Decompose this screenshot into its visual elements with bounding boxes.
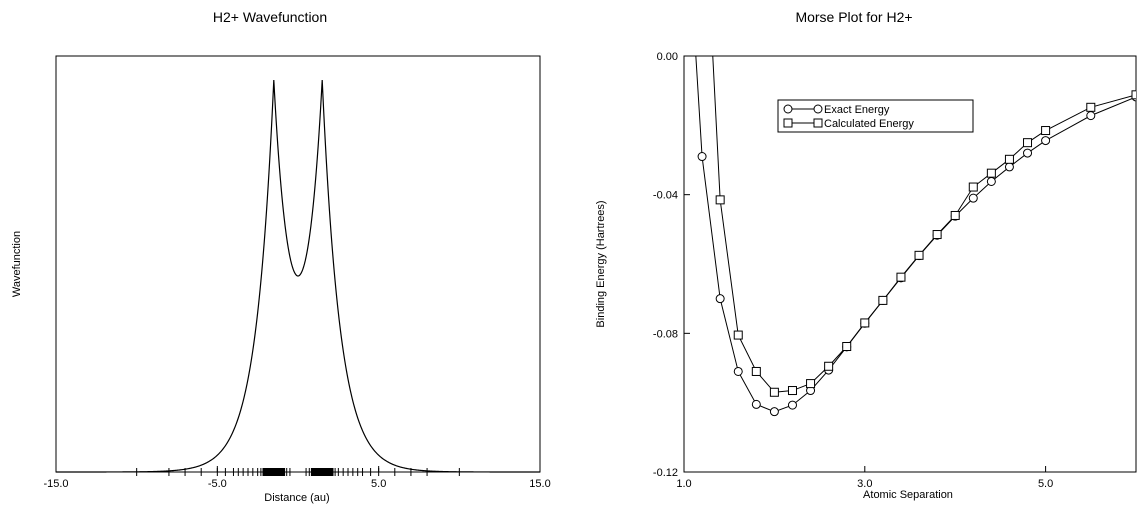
- morse-point-calculated: [860, 318, 870, 328]
- wavefunction-curve: [56, 79, 540, 473]
- wavefunction-nucleus-grid-block: [262, 468, 286, 476]
- morse-point-calculated: [806, 379, 816, 389]
- wavefunction-nucleus-grid-block: [310, 468, 334, 476]
- wavefunction-chart: H2+ Wavefunction -15.0 -5.0 5.0 15.0 Distan…: [11, 9, 551, 504]
- morse-point-calculated: [932, 230, 942, 240]
- morse-point-calculated: [1023, 138, 1033, 148]
- morse-y-tick-label: -0.12: [653, 467, 678, 479]
- morse-point-exact: [715, 294, 725, 304]
- morse-point-calculated: [787, 386, 797, 396]
- morse-plot-frame: [683, 55, 1137, 473]
- morse-legend-marker: [783, 118, 793, 128]
- morse-point-exact: [787, 400, 797, 410]
- morse-y-tick-label: -0.04: [653, 190, 678, 202]
- morse-legend-marker: [813, 118, 823, 128]
- morse-point-calculated: [1131, 90, 1136, 100]
- morse-y-tick-label: 0.00: [657, 51, 678, 63]
- morse-point-calculated: [914, 250, 924, 260]
- morse-x-tick-label: 1.0: [676, 478, 691, 490]
- morse-point-calculated: [878, 295, 888, 305]
- morse-point-calculated: [769, 387, 779, 397]
- wavefunction-x-tick-label: 15.0: [529, 478, 550, 490]
- wavefunction-x-tick-label: -5.0: [208, 478, 227, 490]
- morse-point-calculated: [715, 195, 725, 205]
- morse-point-exact: [769, 407, 779, 417]
- morse-y-tick-label: -0.08: [653, 328, 678, 340]
- wavefunction-x-tick-label: 5.0: [371, 478, 386, 490]
- morse-point-calculated: [896, 272, 906, 282]
- morse-point-exact: [986, 176, 996, 186]
- morse-point-exact: [751, 399, 761, 409]
- wavefunction-x-label: Distance (au): [264, 492, 329, 504]
- wavefunction-y-label: Wavefunction: [11, 231, 23, 297]
- morse-point-calculated: [1086, 102, 1096, 112]
- morse-title: Morse Plot for H2+: [795, 9, 912, 25]
- morse-point-exact: [1041, 136, 1051, 146]
- morse-point-calculated: [842, 342, 852, 352]
- morse-point-calculated: [733, 330, 743, 340]
- morse-point-calculated: [824, 361, 834, 371]
- morse-chart: Morse Plot for H2+ 1.0 3.0 5.0 -0.12 -0.08 -0…: [595, 9, 1137, 501]
- morse-series-line-0: [695, 56, 1136, 413]
- morse-legend: Exact Energy Calculated Energy: [777, 99, 974, 133]
- morse-y-label: Binding Energy (Hartrees): [595, 200, 607, 327]
- morse-legend-marker: [783, 104, 793, 114]
- morse-legend-label: Exact Energy: [824, 104, 890, 116]
- morse-ticks: 1.0 3.0 5.0 -0.12 -0.08 -0.04 0.00: [653, 51, 1053, 490]
- morse-legend-label: Calculated Energy: [824, 118, 914, 130]
- morse-point-exact: [733, 366, 743, 376]
- morse-point-exact: [1004, 162, 1014, 172]
- wavefunction-plot-frame: [55, 55, 541, 473]
- morse-x-label: Atomic Separation: [863, 489, 953, 501]
- morse-point-exact: [968, 193, 978, 203]
- morse-legend-marker: [813, 104, 823, 114]
- morse-series-line-1: [712, 56, 1136, 393]
- morse-point-calculated: [751, 366, 761, 376]
- wavefunction-grid-marks: [136, 468, 460, 476]
- morse-point-exact: [697, 152, 707, 162]
- wavefunction-title: H2+ Wavefunction: [213, 9, 327, 25]
- morse-point-calculated: [1004, 154, 1014, 164]
- morse-series: [695, 56, 1136, 417]
- wavefunction-x-ticks: -15.0 -5.0 5.0 15.0: [43, 466, 551, 490]
- morse-point-calculated: [950, 210, 960, 220]
- morse-point-calculated: [968, 182, 978, 192]
- wavefunction-x-tick-label: -15.0: [43, 478, 68, 490]
- morse-legend-box: [777, 99, 974, 133]
- morse-point-calculated: [1041, 126, 1051, 136]
- morse-x-tick-label: 5.0: [1038, 478, 1053, 490]
- morse-point-exact: [1086, 111, 1096, 121]
- morse-x-tick-label: 3.0: [857, 478, 872, 490]
- morse-point-calculated: [986, 168, 996, 178]
- morse-point-exact: [1023, 148, 1033, 158]
